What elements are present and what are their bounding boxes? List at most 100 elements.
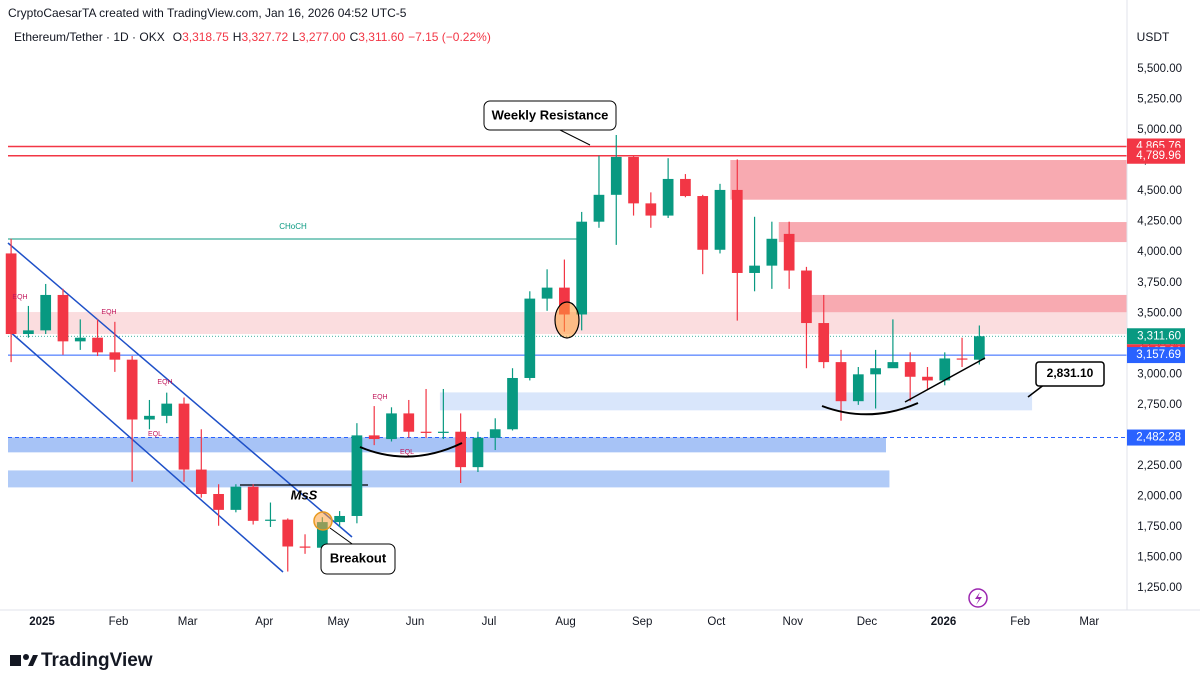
candle-body [316,522,328,548]
currency: USDT [1137,30,1170,44]
callout [1035,361,1105,387]
callout-pointer [329,527,356,547]
candle-body [351,435,363,516]
annotation: EQH [101,309,116,316]
ohlc-key: H [233,30,242,44]
candle-body [195,469,207,494]
y-tick-label: 5,500.00 [1137,63,1182,75]
candle-body [610,156,622,195]
y-tick-label: 2,750.00 [1137,399,1182,411]
candle-body [126,359,138,420]
annotation: EQH [12,294,27,301]
candle-body [576,221,588,315]
zone [778,222,1127,243]
candle-body [731,189,743,273]
x-tick-label: Jun [406,616,425,628]
ohlc-key: C [350,30,359,44]
y-tick-label: 2,000.00 [1137,490,1182,502]
callout [320,543,396,575]
candle-body [766,238,778,266]
x-tick-label: Apr [255,616,273,628]
x-tick-label: Jul [482,616,497,628]
level-tag [1127,147,1185,164]
annotation: CHoCH [279,222,307,231]
candle-body [161,403,173,416]
brand: TradingView [41,650,153,671]
y-tick-label: 4,250.00 [1137,216,1182,228]
ohlc-value: 3,277.00 [299,30,346,44]
candle-body [852,374,864,402]
candle-body [299,546,311,548]
x-tick-label: 2026 [931,616,957,628]
candle-body [939,358,951,381]
candle-body [230,486,242,510]
level-tag [1127,328,1185,345]
annotation: Breakout [330,550,387,565]
candle-body [749,265,760,273]
axes: 1,250.00 1,500.00 1,750.00 2,000.00 2,250.00… [29,63,1185,628]
level-label: 2,482.28 [1136,432,1181,444]
candle-body [818,323,830,363]
candle-body [801,270,812,324]
candle-body [247,486,259,521]
candle-body [662,178,674,216]
candle-body [5,253,17,335]
candle-body [628,156,639,204]
level-tag [1127,429,1185,446]
candle-body [507,377,518,430]
channel-upper [7,242,353,538]
x-tick-label: Oct [707,616,726,628]
y-tick-label: 3,750.00 [1137,277,1182,289]
candle-body [265,519,276,521]
change: −7.15 (−0.22%) [408,30,491,44]
x-tick-label: Aug [555,616,575,628]
symbol: Ethereum/Tether · 1D · OKX [14,30,165,44]
candle-body [92,337,103,353]
zones [8,160,1127,488]
annotation: EQL [400,449,414,456]
candle-body [420,431,432,433]
candle-body [904,362,916,377]
x-tick-label: Nov [783,616,804,628]
candle-body [178,403,190,470]
zone [8,437,886,453]
ohlc-value: 3,318.75 [182,30,229,44]
candle-body [956,358,968,360]
logo: TradingView [10,650,153,671]
candle-body [282,519,294,547]
candle-body [922,376,933,381]
candle-body [334,515,345,523]
zone [439,392,1033,411]
y-tick-label: 4,500.00 [1137,185,1182,197]
x-tick-label: Sep [632,616,652,628]
candle-body [973,336,985,360]
candle-body [74,337,86,342]
candle-body [213,493,224,510]
candles [5,134,985,572]
candle-body [714,189,726,250]
candle-body [541,287,553,299]
annotation: EQL [148,431,162,438]
zone [8,470,890,488]
candle-body [109,352,121,360]
y-tick-label: 5,250.00 [1137,94,1182,106]
callout [483,100,617,131]
y-tick-label: 1,250.00 [1137,582,1182,594]
ohlc-key: L [292,30,299,44]
candle-body [368,435,380,440]
y-tick-label: 2,250.00 [1137,460,1182,472]
candle-body [835,362,847,402]
candle-body [386,413,397,440]
annotation: MsS [291,487,318,502]
candle-body [783,233,795,271]
candle-body [472,437,484,468]
credit: CryptoCaesarTA created with TradingView.… [8,6,407,20]
arc [359,442,463,458]
x-tick-label: May [328,616,350,628]
level-tag [1127,347,1185,364]
x-tick-label: 2025 [29,616,55,628]
y-tick-label: 4,000.00 [1137,246,1182,258]
candle-body [455,431,467,468]
icon [968,588,988,608]
candle-body [559,287,570,315]
